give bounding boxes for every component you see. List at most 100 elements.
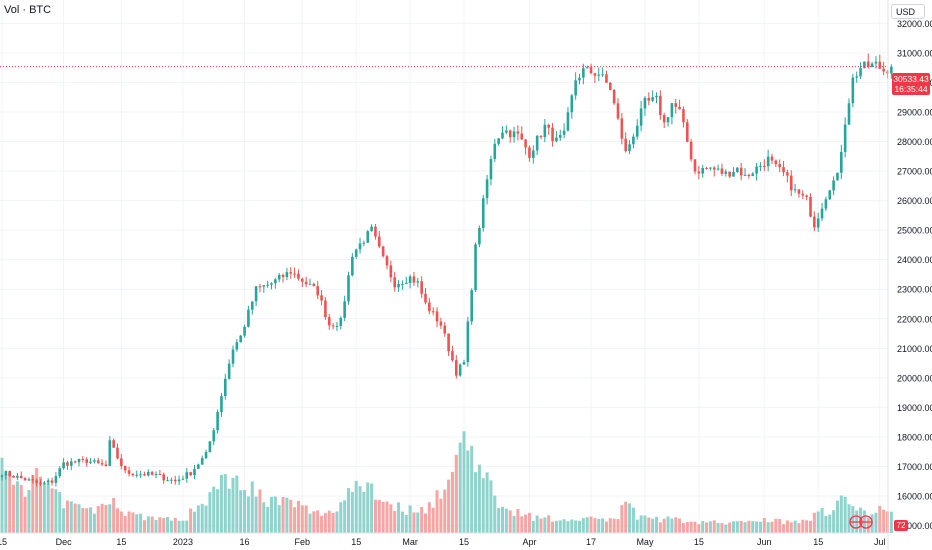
volume-bar	[774, 518, 778, 533]
candle-body	[866, 61, 870, 67]
price-tick-label: 16000.00	[897, 492, 932, 502]
time-tick-label: Feb	[295, 537, 311, 547]
volume-bar	[450, 471, 454, 533]
candle-body	[12, 476, 15, 478]
volume-bar	[335, 511, 339, 533]
volume-bar	[493, 495, 497, 533]
candle-body	[193, 468, 196, 476]
volume-bar	[489, 480, 493, 533]
candle-body	[143, 474, 146, 476]
volume-bar	[570, 519, 574, 533]
volume-bar	[35, 467, 39, 533]
volume-bar	[824, 515, 828, 533]
volume-bar	[624, 501, 628, 533]
volume-bar	[847, 504, 851, 533]
candle-body	[112, 440, 115, 448]
candle-body	[620, 118, 624, 139]
candle-body	[809, 196, 812, 217]
volume-bar	[874, 512, 878, 533]
candle-body	[474, 244, 477, 291]
volume-bar	[8, 473, 12, 533]
volume-bar	[312, 511, 316, 533]
volume-bar	[320, 515, 324, 533]
candle-body	[362, 242, 366, 244]
volume-bar	[204, 505, 208, 533]
volume-bar	[443, 489, 447, 533]
volume-bar	[712, 520, 716, 533]
volume-bar	[15, 481, 19, 533]
volume-indicator-label[interactable]: Vol · BTC	[4, 4, 52, 16]
price-tick-label: 17000.00	[897, 462, 932, 472]
candle-body	[478, 227, 481, 245]
volume-bar	[200, 503, 204, 533]
volume-bar	[208, 492, 212, 533]
volume-bar	[58, 492, 62, 533]
volume-bar	[235, 475, 239, 533]
volume-bar	[123, 516, 127, 533]
candle-body	[123, 466, 127, 471]
candle-body	[70, 461, 73, 466]
candle-body	[462, 362, 466, 365]
candle-body	[843, 124, 847, 152]
candle-body	[512, 131, 516, 138]
volume-bar	[628, 503, 632, 533]
volume-bar	[701, 521, 705, 533]
volume-bar	[697, 524, 701, 533]
candle-body	[628, 144, 631, 152]
candle-body	[674, 103, 678, 107]
candle-body	[54, 476, 58, 483]
volume-bar	[354, 480, 358, 533]
currency-selector[interactable]: USD	[891, 4, 925, 19]
volume-bar	[593, 518, 597, 533]
candle-body	[139, 474, 142, 476]
volume-bar	[477, 464, 481, 533]
candle-body	[805, 195, 808, 197]
candle-body	[239, 335, 242, 343]
volume-bar	[427, 502, 431, 533]
candle-body	[19, 475, 23, 479]
volume-bar	[597, 519, 601, 533]
candle-body	[335, 325, 339, 327]
candle-body	[890, 66, 893, 74]
volume-bar	[782, 524, 786, 533]
candle-body	[428, 302, 431, 312]
volume-bar	[512, 516, 516, 533]
volume-bar	[554, 520, 558, 533]
candle-body	[354, 249, 358, 257]
volume-bar	[708, 521, 712, 533]
volume-bar	[705, 522, 709, 533]
candle-body	[605, 74, 608, 83]
volume-bar	[839, 495, 843, 533]
volume-bar	[812, 512, 816, 533]
volume-bar	[285, 497, 289, 533]
candle-body	[16, 475, 19, 478]
candle-body	[716, 168, 720, 170]
candle-body	[389, 265, 393, 278]
candle-body	[793, 189, 797, 191]
candle-body	[324, 300, 327, 318]
candle-body	[297, 273, 300, 279]
time-tick-label: 2023	[173, 537, 193, 547]
volume-bar	[108, 504, 112, 533]
volume-bar	[104, 505, 108, 533]
volume-bar	[551, 521, 555, 533]
candle-body	[662, 115, 666, 123]
volume-bar	[689, 521, 693, 533]
candle-body	[682, 109, 685, 123]
candle-body	[147, 472, 150, 476]
volume-bar	[412, 512, 416, 533]
candle-body	[535, 135, 539, 151]
volume-bar	[96, 506, 100, 533]
volume-bar	[474, 472, 478, 533]
candle-body	[485, 179, 489, 199]
volume-bar	[832, 510, 836, 533]
scroll-to-realtime-icon[interactable]	[849, 515, 873, 529]
bar-countdown: 16:35:44	[894, 84, 928, 94]
volume-bar	[785, 520, 789, 533]
volume-bar	[458, 442, 462, 533]
candle-body	[370, 226, 373, 232]
candle-body	[127, 470, 131, 474]
candle-body	[578, 77, 581, 81]
candle-body	[412, 276, 416, 283]
